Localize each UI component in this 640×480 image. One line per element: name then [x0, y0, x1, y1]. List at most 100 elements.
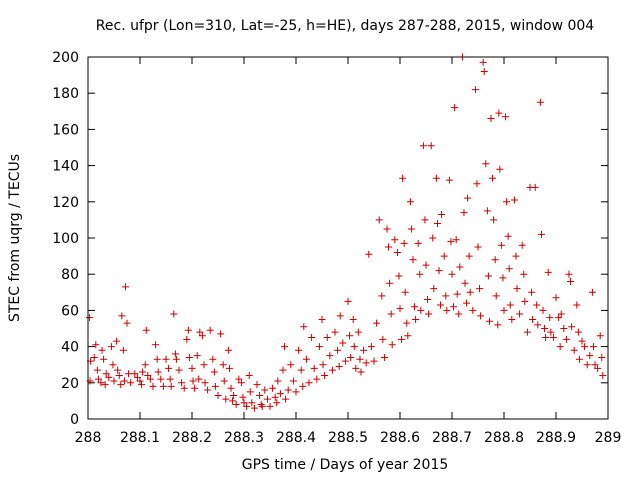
data-point	[347, 353, 355, 361]
data-point	[407, 225, 415, 233]
x-axis-label: GPS time / Days of year 2015	[242, 457, 449, 473]
y-axis-label: STEC from uqrg / TECUs	[7, 154, 23, 322]
data-point	[489, 174, 497, 182]
x-tick-label: 288.2	[172, 430, 212, 446]
data-point	[90, 353, 98, 361]
data-point	[206, 326, 214, 334]
data-point	[166, 375, 174, 383]
data-point	[352, 364, 360, 372]
data-point	[110, 377, 118, 385]
data-point	[471, 86, 479, 94]
data-point	[146, 375, 154, 383]
data-point	[178, 379, 186, 387]
data-point	[336, 312, 344, 320]
data-point	[138, 381, 146, 389]
data-point	[398, 335, 406, 343]
data-point	[346, 332, 354, 340]
data-point	[570, 346, 578, 354]
data-point	[506, 301, 514, 309]
data-point	[237, 379, 245, 387]
data-point	[419, 142, 427, 150]
data-point	[391, 236, 399, 244]
data-point	[414, 239, 422, 247]
data-point	[232, 401, 240, 409]
data-point	[448, 270, 456, 278]
data-point	[243, 402, 251, 410]
data-point	[442, 292, 450, 300]
data-point	[406, 198, 414, 206]
data-point	[315, 343, 323, 351]
data-point	[365, 250, 373, 258]
data-point	[578, 337, 586, 345]
data-point	[491, 256, 499, 264]
y-tick-label: 60	[61, 303, 79, 319]
data-point	[594, 364, 602, 372]
data-point	[297, 366, 305, 374]
data-point	[599, 372, 607, 380]
data-point	[461, 279, 469, 287]
data-point	[477, 312, 485, 320]
data-point	[438, 210, 446, 218]
x-tick-label: 288.6	[380, 430, 420, 446]
data-point	[282, 395, 290, 403]
data-point	[125, 370, 133, 378]
data-point	[596, 332, 604, 340]
data-point	[222, 395, 230, 403]
data-point	[335, 363, 343, 371]
data-point	[248, 399, 256, 407]
data-point	[133, 373, 141, 381]
data-point	[313, 375, 321, 383]
data-point	[588, 288, 596, 296]
data-point	[589, 343, 597, 351]
x-tick-label: 288.8	[484, 430, 524, 446]
data-point	[235, 375, 243, 383]
data-point	[276, 390, 284, 398]
data-point	[258, 402, 266, 410]
data-point	[380, 353, 388, 361]
data-point	[513, 285, 521, 293]
data-point	[574, 328, 582, 336]
data-point	[429, 234, 437, 242]
data-point	[97, 379, 105, 387]
data-point	[557, 310, 565, 318]
data-point	[220, 377, 228, 385]
data-point	[170, 310, 178, 318]
data-point	[136, 377, 144, 385]
data-point	[300, 323, 308, 331]
data-point	[339, 339, 347, 347]
data-point	[102, 370, 110, 378]
data-point	[447, 238, 455, 246]
data-point	[460, 209, 468, 217]
data-point	[198, 332, 206, 340]
data-point	[281, 343, 289, 351]
data-point	[183, 335, 191, 343]
data-point	[185, 353, 193, 361]
data-point	[480, 67, 488, 75]
data-point	[433, 220, 441, 228]
data-point	[149, 382, 157, 390]
data-point	[305, 379, 313, 387]
data-point	[399, 174, 407, 182]
data-point	[86, 314, 94, 322]
data-point	[466, 288, 474, 296]
x-tick-label: 289	[595, 430, 622, 446]
data-point	[464, 194, 472, 202]
data-point	[567, 277, 575, 285]
data-point	[591, 361, 599, 369]
data-point	[201, 379, 209, 387]
data-point	[193, 352, 201, 360]
data-point	[101, 381, 109, 389]
data-point	[516, 310, 524, 318]
data-point	[375, 216, 383, 224]
data-point	[92, 341, 100, 349]
data-point	[417, 306, 425, 314]
data-point	[109, 361, 117, 369]
data-point	[302, 355, 310, 363]
data-point	[356, 355, 364, 363]
data-point	[425, 310, 433, 318]
x-tick-label: 288.9	[536, 430, 576, 446]
x-tick-label: 288	[75, 430, 102, 446]
data-point	[568, 323, 576, 331]
data-point	[560, 325, 568, 332]
data-point	[586, 352, 594, 360]
